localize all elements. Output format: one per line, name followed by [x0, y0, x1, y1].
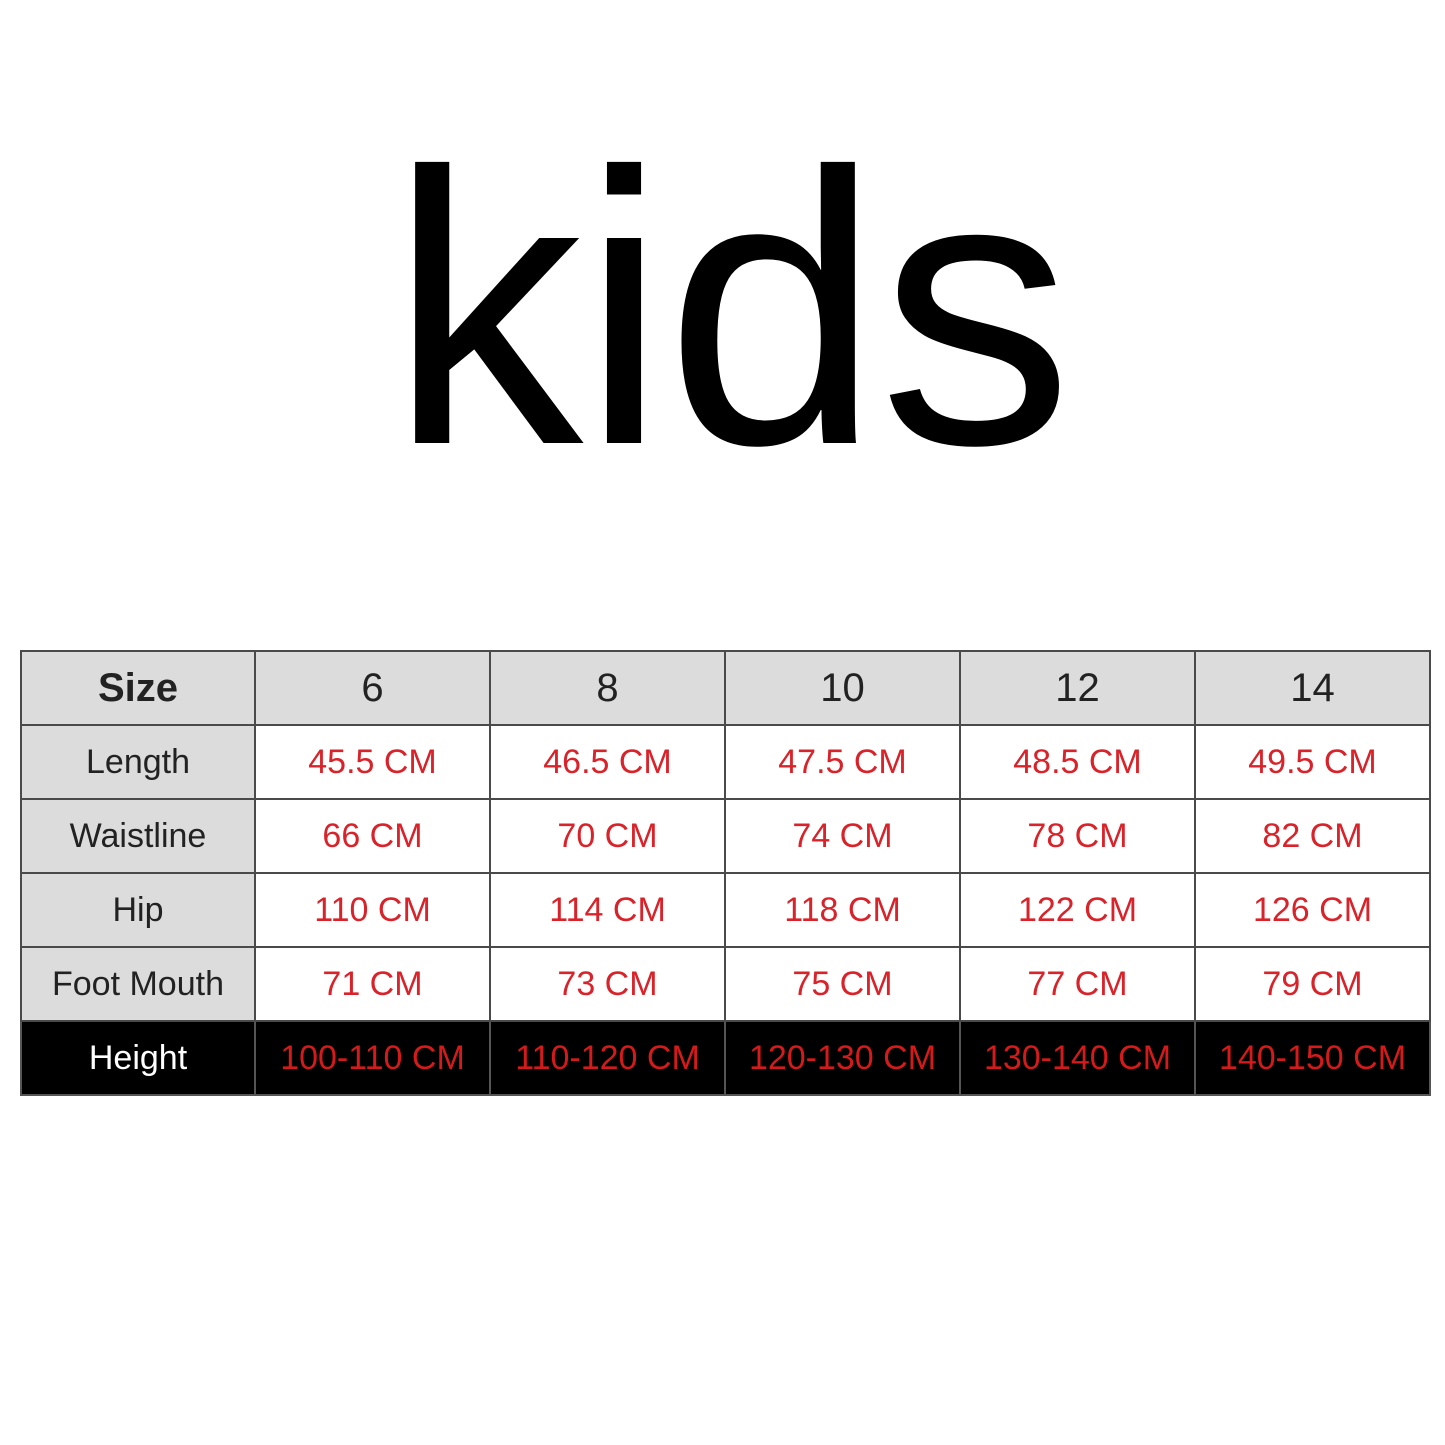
- row-label: Length: [20, 724, 256, 800]
- size-header: 12: [959, 650, 1196, 726]
- table-cell: 120-130 CM: [724, 1020, 961, 1096]
- table-cell: 122 CM: [959, 872, 1196, 948]
- page-title: kids: [389, 93, 1073, 526]
- table-cell: 47.5 CM: [724, 724, 961, 800]
- table-row-foot-mouth: Foot Mouth 71 CM 73 CM 75 CM 77 CM 79 CM: [20, 946, 1431, 1022]
- table-cell: 66 CM: [254, 798, 491, 874]
- table-cell: 48.5 CM: [959, 724, 1196, 800]
- table-row-waistline: Waistline 66 CM 70 CM 74 CM 78 CM 82 CM: [20, 798, 1431, 874]
- size-chart-table: Size 6 8 10 12 14 Length 45.5 CM 46.5 CM…: [20, 650, 1431, 1096]
- table-header-row: Size 6 8 10 12 14: [20, 650, 1431, 726]
- table-cell: 77 CM: [959, 946, 1196, 1022]
- table-row-hip: Hip 110 CM 114 CM 118 CM 122 CM 126 CM: [20, 872, 1431, 948]
- size-header: 6: [254, 650, 491, 726]
- row-label: Height: [20, 1020, 256, 1096]
- table-cell: 46.5 CM: [489, 724, 726, 800]
- table-cell: 79 CM: [1194, 946, 1431, 1022]
- row-label: Waistline: [20, 798, 256, 874]
- table-cell: 82 CM: [1194, 798, 1431, 874]
- table-cell: 71 CM: [254, 946, 491, 1022]
- table-cell: 114 CM: [489, 872, 726, 948]
- table-cell: 110-120 CM: [489, 1020, 726, 1096]
- table-row-height: Height 100-110 CM 110-120 CM 120-130 CM …: [20, 1020, 1431, 1096]
- table-cell: 100-110 CM: [254, 1020, 491, 1096]
- table-cell: 74 CM: [724, 798, 961, 874]
- table-cell: 78 CM: [959, 798, 1196, 874]
- header-label: Size: [20, 650, 256, 726]
- row-label: Foot Mouth: [20, 946, 256, 1022]
- table-cell: 110 CM: [254, 872, 491, 948]
- row-label: Hip: [20, 872, 256, 948]
- table-cell: 140-150 CM: [1194, 1020, 1431, 1096]
- table-cell: 45.5 CM: [254, 724, 491, 800]
- table-cell: 49.5 CM: [1194, 724, 1431, 800]
- size-header: 14: [1194, 650, 1431, 726]
- table-cell: 75 CM: [724, 946, 961, 1022]
- size-header: 8: [489, 650, 726, 726]
- table-cell: 130-140 CM: [959, 1020, 1196, 1096]
- table-row-length: Length 45.5 CM 46.5 CM 47.5 CM 48.5 CM 4…: [20, 724, 1431, 800]
- size-header: 10: [724, 650, 961, 726]
- table-cell: 70 CM: [489, 798, 726, 874]
- table-cell: 118 CM: [724, 872, 961, 948]
- table-cell: 126 CM: [1194, 872, 1431, 948]
- table-cell: 73 CM: [489, 946, 726, 1022]
